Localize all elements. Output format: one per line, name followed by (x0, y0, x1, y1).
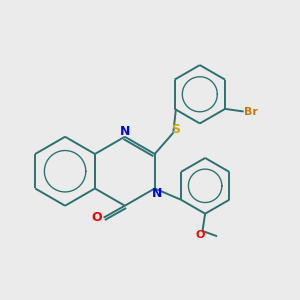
Text: N: N (152, 187, 163, 200)
Text: O: O (196, 230, 205, 240)
Text: S: S (171, 123, 180, 136)
Text: N: N (120, 125, 130, 139)
Text: Br: Br (244, 106, 258, 116)
Text: O: O (92, 211, 102, 224)
